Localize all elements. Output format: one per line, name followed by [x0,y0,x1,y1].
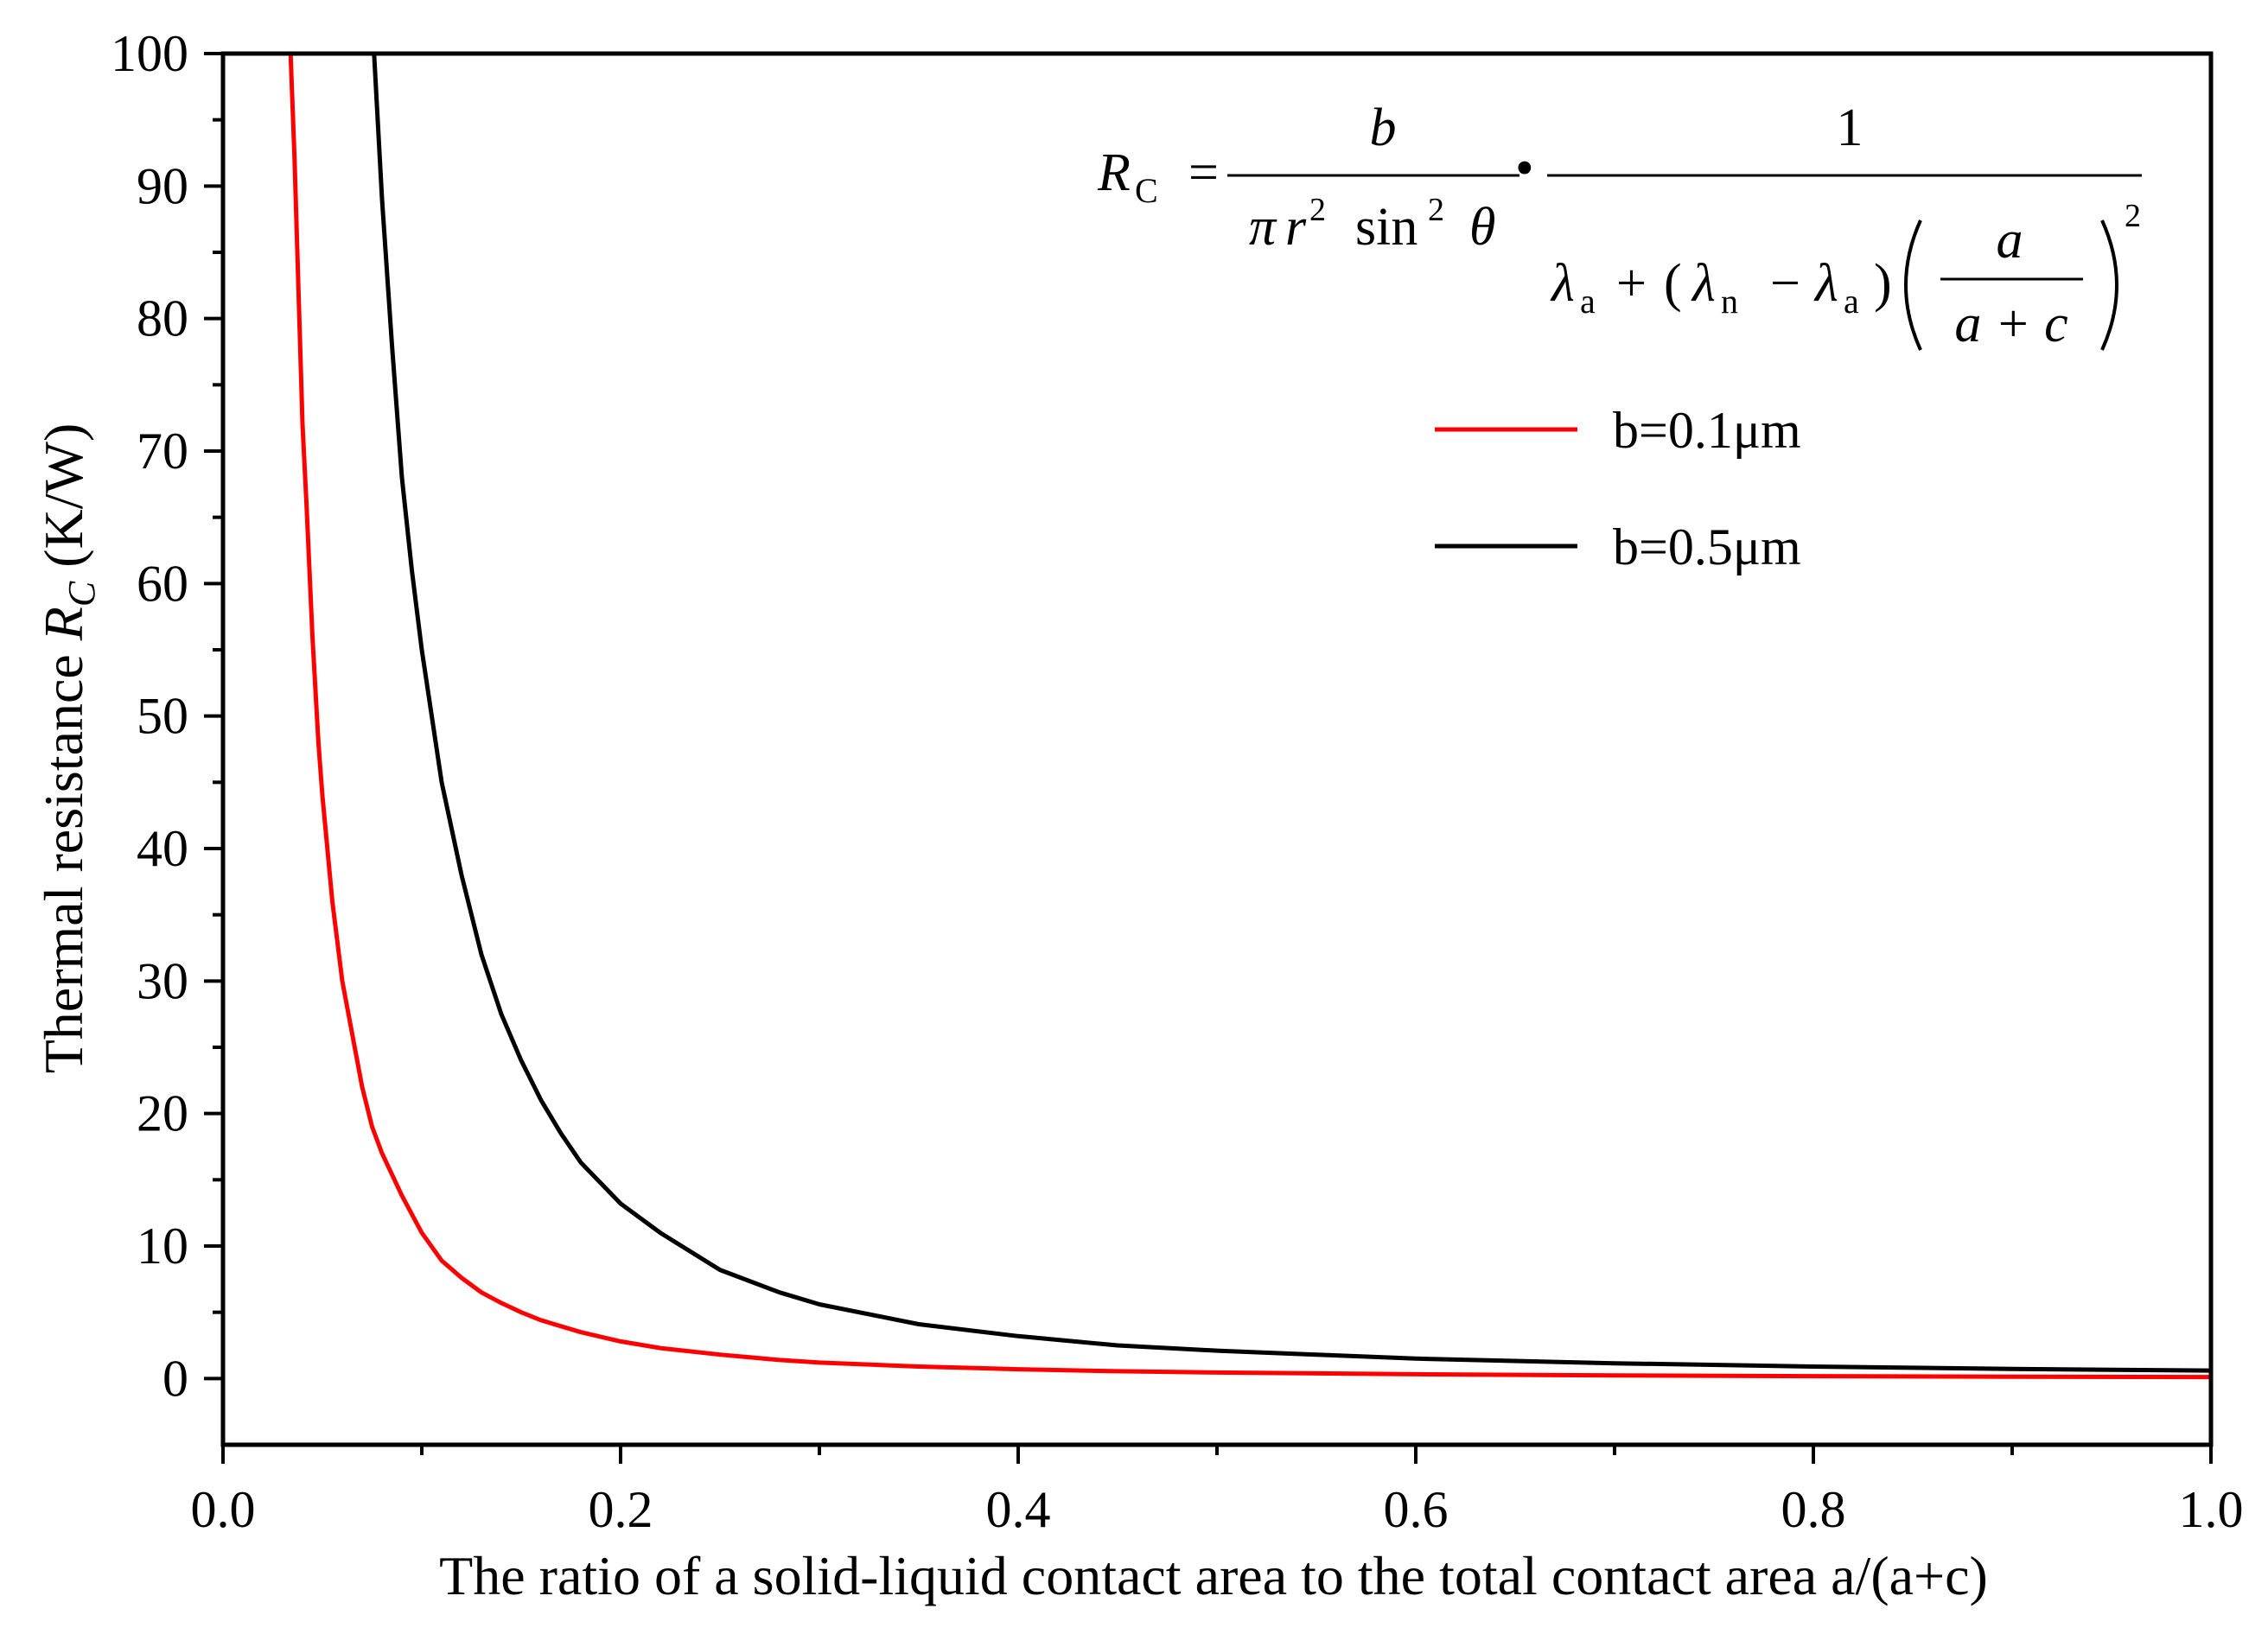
formula-frac1-theta: θ [1469,198,1495,257]
x-tick-label: 0.4 [986,1481,1051,1538]
y-axis-title-text: Thermal resistance [33,640,94,1073]
formula-paren-open: ( [1664,254,1682,313]
formula-frac1-sin: sin [1355,198,1418,257]
y-axis-title: Thermal resistance RC (K/W) [33,423,103,1074]
y-tick-label: 30 [137,952,188,1009]
y-tick-label: 80 [137,290,188,347]
legend: b=0.1μm b=0.5μm [1435,402,1801,575]
formula-plus: + [1616,254,1647,313]
x-tick-label: 1.0 [2179,1481,2244,1538]
formula-lambda-n-subscript: n [1721,282,1738,321]
legend-label-b-0.5: b=0.5μm [1613,518,1801,575]
formula-inner-numerator: a [1997,211,2023,270]
formula-annotation: R C = b π r 2 sin 2 θ • 1 λ a + ( λ n − … [1097,99,2142,353]
formula-dot: • [1515,139,1534,198]
y-tick-label: 60 [137,555,188,612]
y-tick-label: 10 [137,1218,188,1275]
axis-tick-labels: 0.0 0.2 0.4 0.6 0.8 1.0 0 10 20 30 40 50 60 70 80 90 100 [111,25,2244,1538]
formula-lambda-a2: λ [1813,254,1838,313]
formula-outer-superscript: 2 [2125,198,2141,234]
formula-paren-close: ) [1874,254,1892,313]
formula-big-paren-left [1904,219,1922,351]
legend-label-b-0.1: b=0.1μm [1613,402,1801,459]
formula-frac1-numerator: b [1370,99,1397,157]
y-tick-label: 40 [137,820,188,877]
y-axis-title-unit: (K/W) [33,423,94,582]
formula-frac1-r-superscript: 2 [1309,192,1326,228]
y-axis-title-symbol: R [33,607,94,641]
y-tick-label: 50 [137,688,188,745]
formula-frac1-pi: π [1249,198,1277,257]
series-line-1 [372,53,2212,1373]
y-tick-label: 70 [137,423,188,480]
formula-frac1-r: r [1285,198,1307,257]
y-tick-label: 90 [137,157,188,214]
formula-lambda-a2-subscript: a [1844,282,1859,321]
data-series-group [288,53,2212,1380]
formula-frac1-sin-superscript: 2 [1428,192,1444,228]
series-line-0 [288,53,2212,1380]
x-tick-label: 0.0 [191,1481,256,1538]
formula-lambda-n: λ [1691,254,1716,313]
formula-lambda-a-subscript: a [1580,282,1596,321]
x-tick-label: 0.6 [1384,1481,1449,1538]
y-tick-label: 100 [111,25,188,82]
axis-ticks [204,52,2213,1464]
x-tick-label: 0.2 [589,1481,653,1538]
formula-lhs: R [1097,143,1131,202]
y-tick-label: 0 [162,1350,188,1407]
formula-frac2-numerator: 1 [1837,99,1863,157]
x-tick-label: 0.8 [1781,1481,1846,1538]
y-tick-label: 20 [137,1085,188,1142]
formula-lhs-subscript: C [1135,171,1158,210]
formula-big-paren-right [2100,219,2118,351]
formula-equals: = [1188,143,1219,202]
formula-lambda-a: λ [1550,254,1575,313]
formula-inner-denominator: a + c [1954,295,2067,353]
y-axis-title-subscript: C [61,581,103,607]
x-axis-title: The ratio of a solid-liquid contact area… [439,1545,1988,1606]
formula-minus: − [1770,254,1800,313]
